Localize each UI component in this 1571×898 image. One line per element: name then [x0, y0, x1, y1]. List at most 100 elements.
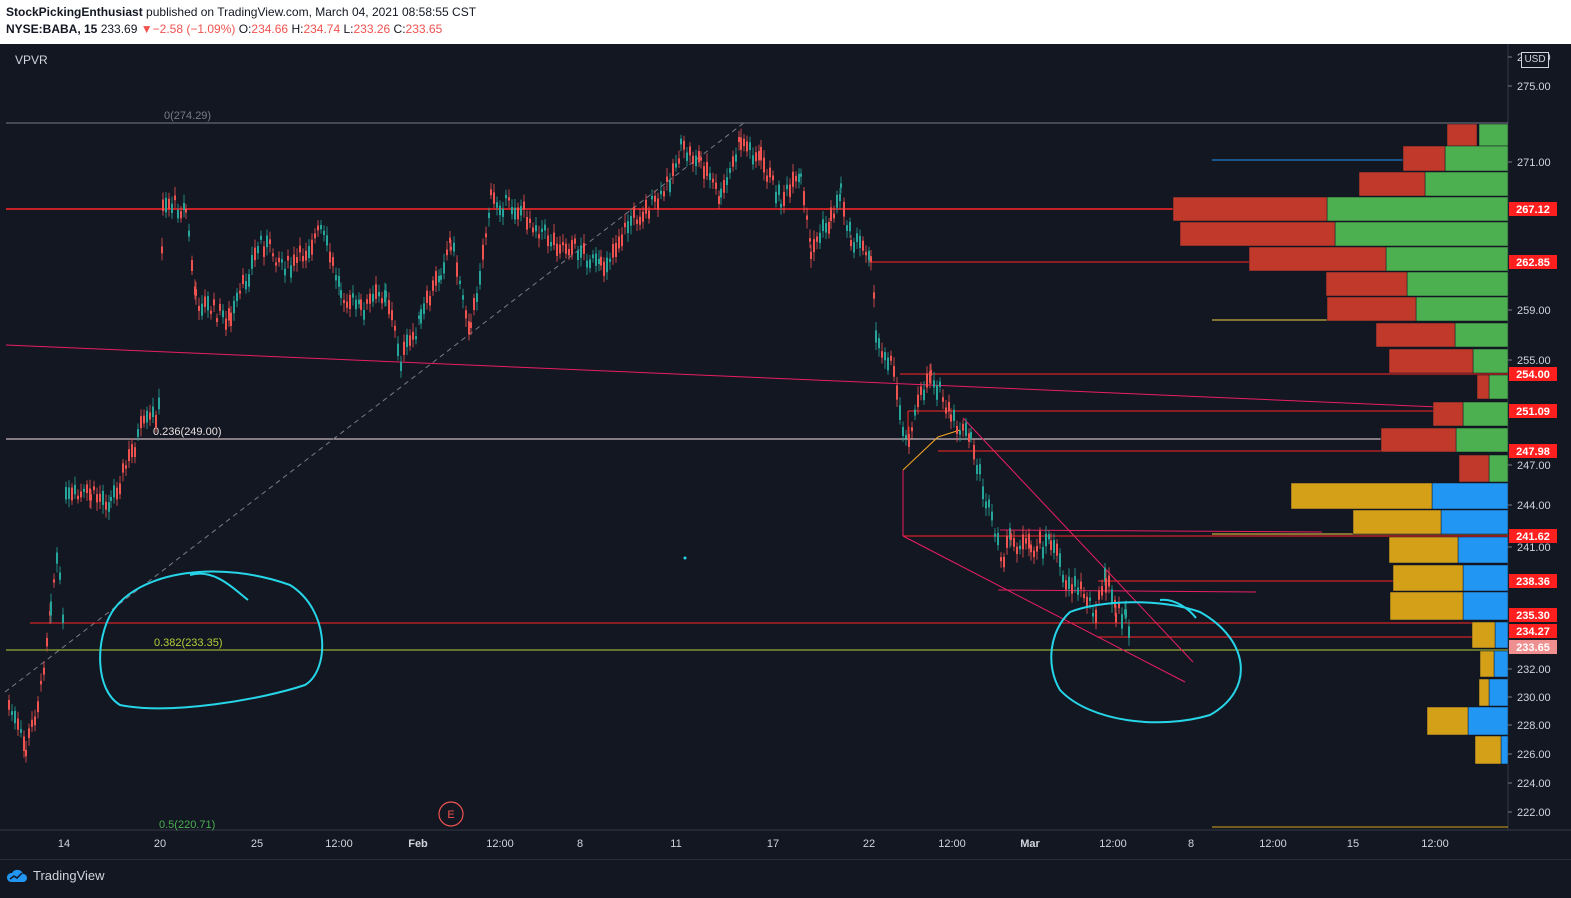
candle-body — [40, 680, 42, 685]
price-label-badge — [1509, 640, 1557, 654]
volume-profile — [1172, 123, 1509, 765]
candle-body — [1030, 544, 1032, 553]
candle-body — [763, 157, 765, 173]
candle-body — [945, 407, 947, 414]
candle-body — [11, 711, 13, 716]
candle-body — [257, 246, 259, 254]
candle-body — [896, 385, 898, 400]
candle-body — [96, 494, 98, 503]
candle-body — [698, 151, 700, 163]
candle-body — [615, 242, 617, 257]
x-axis-tick: 8 — [1188, 838, 1194, 850]
indicator-name[interactable]: VPVR — [15, 53, 48, 67]
candle-body — [783, 191, 785, 207]
candle-body — [482, 244, 484, 260]
y-axis-tick: 228.00 — [1517, 720, 1551, 732]
candle-body — [385, 291, 387, 298]
candle-body — [1104, 567, 1106, 582]
candle-body — [618, 236, 620, 249]
candle-body — [502, 208, 504, 217]
candle-body — [738, 137, 740, 142]
candle-body — [443, 262, 445, 274]
candle-body — [936, 385, 938, 400]
candle-body — [449, 237, 451, 243]
candle-body — [825, 223, 827, 233]
volume-profile-down-bar — [1352, 509, 1442, 535]
candle-body — [962, 423, 964, 431]
price-label-text: 247.98 — [1516, 446, 1550, 458]
volume-profile-up-bar — [1444, 145, 1509, 172]
candle-body — [1039, 531, 1041, 544]
close-value: 233.65 — [405, 22, 443, 36]
candle-body — [320, 224, 322, 230]
candle-body — [128, 449, 130, 462]
candle-body — [207, 296, 209, 311]
candle-body — [856, 233, 858, 243]
candle-body — [210, 310, 212, 314]
candle-body — [565, 243, 567, 254]
candle-body — [520, 205, 522, 216]
candle-body — [1065, 580, 1067, 590]
candle-body — [485, 233, 487, 238]
candle-body — [766, 175, 768, 182]
candle-body — [93, 486, 95, 491]
volume-profile-up-bar — [1431, 482, 1509, 510]
currency-badge[interactable]: USD — [1521, 52, 1549, 68]
candle-body — [939, 381, 941, 387]
candle-body — [245, 281, 247, 290]
candle-body — [633, 207, 635, 218]
candle-body — [435, 271, 437, 286]
candle-body — [884, 352, 886, 361]
candle-body — [541, 228, 543, 232]
candle-body — [222, 310, 224, 318]
candle-body — [692, 155, 694, 164]
candle-body — [275, 262, 277, 266]
candle-body — [174, 195, 176, 201]
candle-body — [729, 168, 731, 174]
candle-body — [113, 485, 115, 498]
candle-body — [149, 412, 151, 420]
candle-body — [314, 233, 316, 239]
candle-body — [830, 207, 832, 221]
volume-profile-up-bar — [1500, 735, 1509, 765]
y-axis-tick: 271.00 — [1517, 157, 1551, 169]
candle-body — [862, 240, 864, 251]
candle-body — [965, 422, 967, 436]
candle-body — [426, 290, 428, 303]
tradingview-logo[interactable]: TradingView — [6, 868, 105, 883]
volume-profile-down-bar — [1479, 650, 1495, 678]
candle-body — [709, 173, 711, 180]
candle-body — [453, 242, 455, 252]
candle-body — [1068, 576, 1070, 590]
price-label-badge — [1509, 624, 1557, 638]
price-label-text: 241.62 — [1516, 531, 1550, 543]
candle-body — [595, 253, 597, 266]
candle-body — [813, 239, 815, 253]
fib-label-0382: 0.382(233.35) — [154, 637, 223, 649]
candle-body — [819, 232, 821, 243]
author-name[interactable]: StockPickingEnthusiast — [6, 5, 143, 19]
chart-canvas[interactable]: 0(274.29) 0.236(249.00) 0.382(233.35) 0.… — [0, 0, 1571, 859]
candle-body — [459, 280, 461, 284]
earnings-marker-icon[interactable] — [438, 801, 464, 827]
candle-body — [806, 215, 808, 220]
wedge-upper-line — [962, 417, 1194, 663]
y-axis-tick: 222.00 — [1517, 807, 1551, 819]
volume-profile-up-bar — [1334, 221, 1509, 247]
candle-body — [822, 219, 824, 232]
volume-profile-up-bar — [1493, 650, 1509, 678]
earnings-marker-label[interactable]: E — [447, 809, 454, 821]
candle-body — [544, 224, 546, 231]
candle-body — [836, 194, 838, 208]
x-axis-tick: Feb — [408, 838, 428, 850]
candle-body — [1105, 578, 1107, 593]
candle-body — [800, 173, 802, 177]
candle-body — [46, 637, 48, 647]
candle-body — [53, 579, 55, 583]
candle-body — [418, 315, 420, 319]
candle-body — [1056, 543, 1058, 556]
volume-profile-down-bar — [1290, 482, 1433, 510]
candle-body — [195, 289, 197, 296]
candle-body — [86, 484, 88, 494]
flag-line — [902, 429, 961, 471]
